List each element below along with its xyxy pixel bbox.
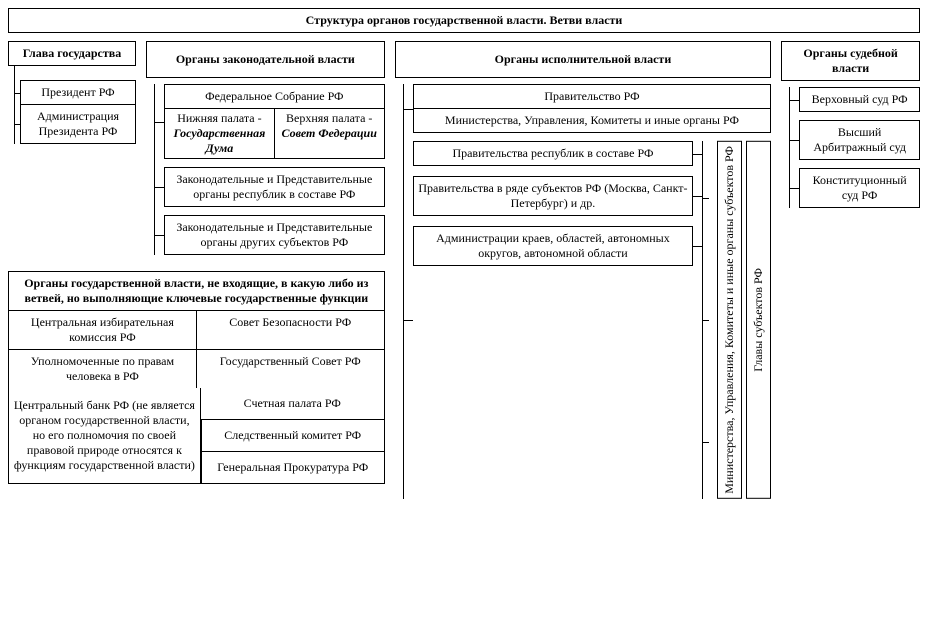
table-row: Уполномоченные по правам человека в РФ Г… xyxy=(9,349,384,388)
republics-gov-box: Правительства республик в составе РФ xyxy=(413,141,694,166)
legislative-branch: Федеральное Собрание РФ Нижняя палата - … xyxy=(146,84,385,255)
head-of-state-column: Глава государства Президент РФ Администр… xyxy=(8,41,136,144)
executive-top-block: Правительство РФ Министерства, Управлени… xyxy=(413,84,772,133)
cities-gov-label: Правительства в ряде субъектов РФ (Москв… xyxy=(418,181,687,210)
lower-chamber-label: Нижняя палата - xyxy=(177,111,261,125)
page-title: Структура органов государственной власти… xyxy=(8,8,920,33)
supreme-court-box: Верховный суд РФ xyxy=(799,87,920,112)
legislative-republics-box: Законодательные и Представительные орган… xyxy=(164,167,385,207)
left-stack: Глава государства Президент РФ Администр… xyxy=(8,41,385,484)
judicial-branch: Верховный суд РФ Высший Арбитражный суд … xyxy=(781,87,920,208)
other-bodies-header: Органы государственной власти, не входящ… xyxy=(9,272,384,311)
federal-assembly-title: Федеральное Собрание РФ xyxy=(165,85,384,109)
cell-central-bank: Центральный банк РФ (не является органом… xyxy=(9,388,200,483)
administrations-label: Администрации краев, областей, автономны… xyxy=(436,231,670,260)
cell-investigative-committee: Следственный комитет РФ xyxy=(201,419,384,451)
cell-state-council: Государственный Совет РФ xyxy=(196,350,384,388)
legislative-header: Органы законодательной власти xyxy=(146,41,385,78)
executive-regional-group: Правительства республик в составе РФ Пра… xyxy=(413,141,772,499)
federal-assembly-block: Федеральное Собрание РФ Нижняя палата - … xyxy=(164,84,385,159)
cell-ombudsman: Уполномоченные по правам человека в РФ xyxy=(9,350,196,388)
cell-cec: Центральная избирательная комиссия РФ xyxy=(9,311,196,349)
government-rf-box: Правительство РФ xyxy=(414,85,771,108)
cities-gov-box: Правительства в ряде субъектов РФ (Москв… xyxy=(413,176,694,216)
other-bodies-table: Органы государственной власти, не входящ… xyxy=(8,271,385,484)
republics-gov-label: Правительства республик в составе РФ xyxy=(452,146,653,160)
executive-column: Органы исполнительной власти Правительст… xyxy=(395,41,772,499)
president-box: Президент РФ xyxy=(20,80,136,105)
judicial-column: Органы судебной власти Верховный суд РФ … xyxy=(781,41,920,208)
table-row: Центральная избирательная комиссия РФ Со… xyxy=(9,311,384,349)
cell-security-council: Совет Безопасности РФ xyxy=(196,311,384,349)
subjects-ministries-label: Министерства, Управления, Комитеты и ины… xyxy=(717,141,742,499)
lower-chamber-name: Государственная Дума xyxy=(173,126,265,155)
constitutional-court-box: Конституционный суд РФ xyxy=(799,168,920,208)
cell-audit-chamber: Счетная палата РФ xyxy=(201,388,384,419)
head-of-state-header: Глава государства xyxy=(8,41,136,66)
upper-chamber-name: Совет Федерации xyxy=(282,126,377,140)
arbitration-court-box: Высший Арбитражный суд xyxy=(799,120,920,160)
administrations-box: Администрации краев, областей, автономны… xyxy=(413,226,694,266)
legislative-column: Органы законодательной власти Федерально… xyxy=(146,41,385,255)
legislative-others-box: Законодательные и Представительные орган… xyxy=(164,215,385,255)
lower-chamber: Нижняя палата - Государственная Дума xyxy=(165,109,274,158)
president-admin-box: Администрация Президента РФ xyxy=(20,105,136,144)
upper-chamber-label: Верхняя палата - xyxy=(286,111,372,125)
columns: Глава государства Президент РФ Администр… xyxy=(8,41,920,499)
judicial-header: Органы судебной власти xyxy=(781,41,920,81)
executive-header: Органы исполнительной власти xyxy=(395,41,772,78)
cell-prosecutor-general: Генеральная Прокуратура РФ xyxy=(201,451,384,483)
executive-branch: Правительство РФ Министерства, Управлени… xyxy=(395,84,772,499)
upper-chamber: Верхняя палата - Совет Федерации xyxy=(274,109,384,158)
ministries-rf-box: Министерства, Управления, Комитеты и ины… xyxy=(414,108,771,132)
subjects-heads-label: Главы субъектов РФ xyxy=(746,141,771,499)
